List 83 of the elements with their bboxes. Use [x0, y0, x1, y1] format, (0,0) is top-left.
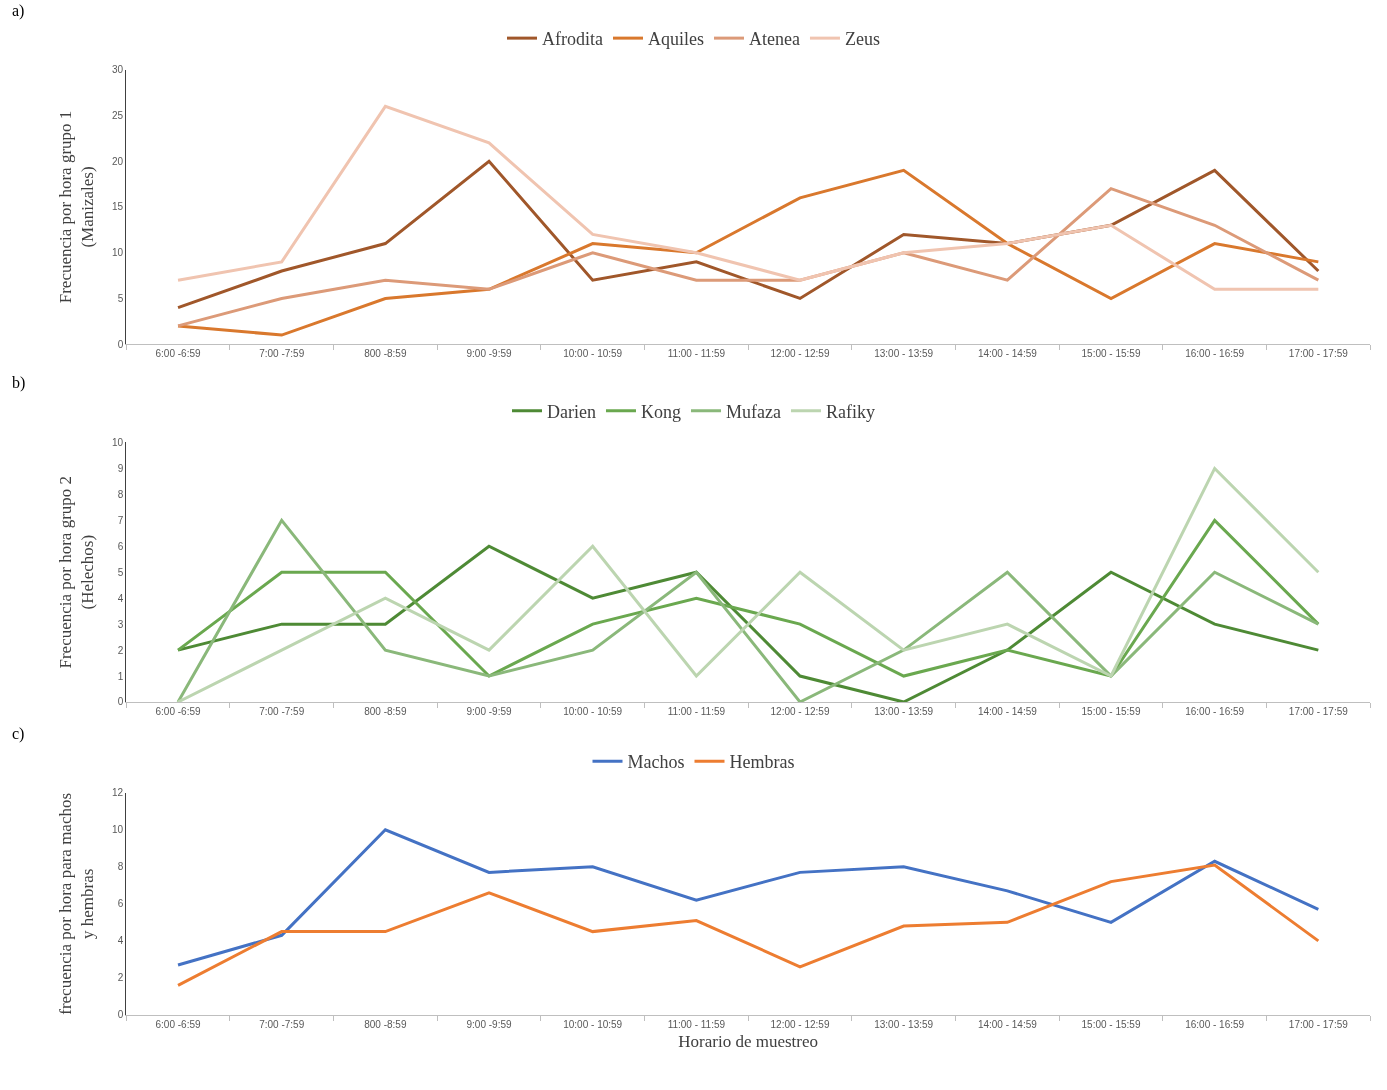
- x-tick-label: 10:00 - 10:59: [563, 706, 623, 717]
- x-axis-title: Horario de muestreo: [678, 1032, 819, 1052]
- y-tick-label: 0: [117, 338, 124, 350]
- x-tick-label: 12:00 - 12:59: [770, 348, 830, 360]
- x-tick-label: 16:00 - 16:59: [1185, 348, 1245, 360]
- x-tick-label: 16:00 - 16:59: [1185, 1018, 1245, 1030]
- legend-label: Hembras: [729, 752, 795, 773]
- x-tick-label: 6:00 -6:59: [155, 1018, 201, 1030]
- legend-label: Afrodita: [542, 29, 603, 50]
- x-tick-label: 15:00 - 15:59: [1081, 706, 1141, 717]
- x-tick-label: 800 -8:59: [364, 1018, 407, 1030]
- x-tick-label: 11:00 - 11:59: [667, 706, 726, 717]
- x-tick-label: 12:00 - 12:59: [770, 706, 830, 717]
- legend-label: Atenea: [748, 29, 800, 50]
- y-tick-label: 6: [117, 898, 124, 910]
- y-tick-label: 3: [117, 618, 124, 630]
- y-tick-label: 10: [112, 436, 124, 448]
- line-series: [176, 466, 1320, 702]
- y-tick-label: 25: [112, 109, 124, 121]
- x-tick-label: 9:00 -9:59: [466, 1018, 512, 1030]
- x-tick-label: 15:00 - 15:59: [1081, 348, 1141, 360]
- x-tick-label: 7:00 -7:59: [259, 348, 305, 360]
- y-tick-label: 6: [117, 540, 124, 552]
- legend-label: Rafiky: [825, 401, 875, 422]
- x-tick-label: 10:00 - 10:59: [563, 1018, 623, 1030]
- y-tick-label: 8: [117, 488, 124, 500]
- y-tick-label: 10: [112, 824, 124, 836]
- x-tick-label: 11:00 - 11:59: [667, 348, 726, 360]
- legend-label: Machos: [627, 752, 685, 773]
- y-tick-label: 30: [112, 64, 124, 76]
- line-series: [176, 104, 1320, 291]
- line-series: [176, 863, 1320, 987]
- x-tick-label: 800 -8:59: [364, 348, 407, 360]
- y-tick-label: 15: [112, 201, 124, 213]
- legend-label: Darien: [547, 401, 596, 422]
- x-tick-label: 9:00 -9:59: [466, 706, 512, 717]
- x-tick-label: 17:00 - 17:59: [1288, 348, 1349, 360]
- x-tick-label: 14:00 - 14:59: [977, 706, 1038, 717]
- y-tick-label: 2: [117, 644, 124, 656]
- x-tick-label: 800 -8:59: [364, 706, 407, 717]
- line-series: [176, 168, 1320, 337]
- legend-label: Kong: [640, 401, 681, 422]
- x-tick-label: 14:00 - 14:59: [977, 348, 1038, 360]
- legend-label: Mufaza: [725, 401, 781, 422]
- chart-title: a): [12, 2, 25, 20]
- x-tick-label: 16:00 - 16:59: [1185, 706, 1245, 717]
- x-tick-label: 13:00 - 13:59: [874, 348, 934, 360]
- legend-label: Aquiles: [647, 29, 704, 50]
- y-axis-title: Frecuencia por hora grupo 1 (Manizales): [55, 110, 97, 304]
- y-tick-label: 12: [112, 787, 124, 799]
- x-tick-label: 10:00 - 10:59: [563, 348, 623, 360]
- x-tick-label: 15:00 - 15:59: [1081, 1018, 1141, 1030]
- y-axis-title: frecuencia por hora para machos y hembras: [55, 792, 97, 1015]
- y-tick-label: 4: [117, 592, 124, 604]
- x-tick-label: 11:00 - 11:59: [667, 1018, 726, 1030]
- x-tick-label: 13:00 - 13:59: [874, 706, 934, 717]
- x-tick-label: 6:00 -6:59: [155, 706, 201, 717]
- x-tick-label: 7:00 -7:59: [259, 1018, 305, 1030]
- y-tick-label: 10: [112, 247, 124, 259]
- y-tick-label: 9: [117, 462, 124, 474]
- y-axis-title: Frecuencia por hora grupo 2 (Helechos): [55, 475, 97, 669]
- chart-title: c): [12, 725, 25, 743]
- y-tick-label: 1: [117, 670, 124, 682]
- y-tick-label: 4: [117, 935, 124, 947]
- chart-title: b): [12, 374, 26, 392]
- x-tick-label: 6:00 -6:59: [155, 348, 201, 360]
- y-tick-label: 20: [112, 155, 124, 167]
- x-tick-label: 9:00 -9:59: [466, 348, 512, 360]
- line-series: [176, 828, 1320, 967]
- y-tick-label: 7: [117, 514, 124, 526]
- x-tick-label: 13:00 - 13:59: [874, 1018, 934, 1030]
- y-tick-label: 8: [117, 861, 124, 873]
- x-tick-label: 17:00 - 17:59: [1288, 1018, 1349, 1030]
- y-tick-label: 5: [117, 292, 124, 304]
- y-tick-label: 0: [117, 1009, 124, 1021]
- y-tick-label: 2: [117, 972, 124, 984]
- legend-label: Zeus: [844, 29, 880, 50]
- x-tick-label: 12:00 - 12:59: [770, 1018, 830, 1030]
- x-tick-label: 14:00 - 14:59: [977, 1018, 1038, 1030]
- y-tick-label: 0: [117, 696, 124, 708]
- x-tick-label: 17:00 - 17:59: [1288, 706, 1349, 717]
- x-tick-label: 7:00 -7:59: [259, 706, 305, 717]
- y-tick-label: 5: [117, 566, 124, 578]
